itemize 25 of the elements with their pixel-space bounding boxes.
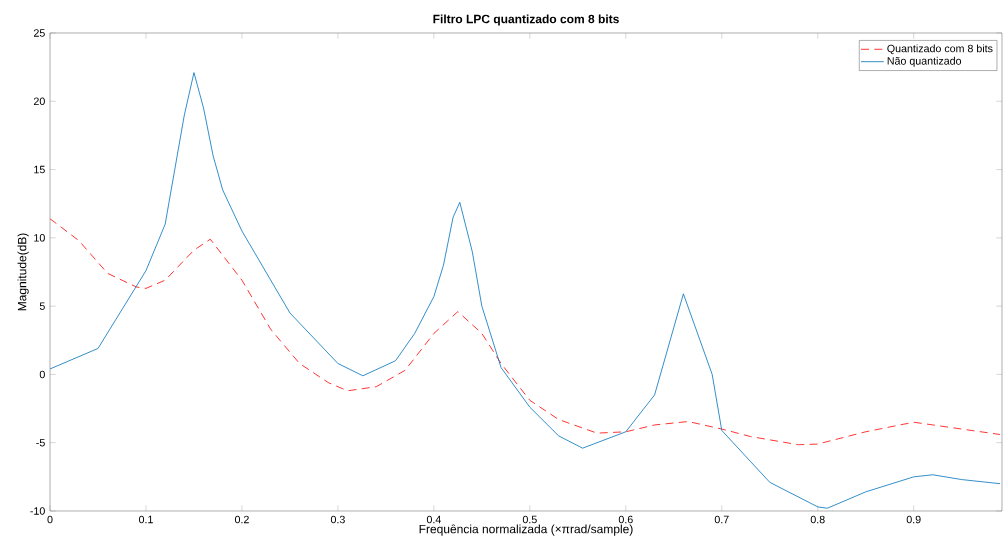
- x-tick-label: 0.1: [138, 515, 153, 524]
- x-tick-label: 0.9: [906, 515, 921, 524]
- x-tick-label: 0.7: [714, 515, 729, 524]
- y-tick-label: 0: [39, 370, 45, 379]
- y-tick-label: 5: [39, 302, 45, 310]
- chart-title: Filtro LPC quantizado com 8 bits: [433, 14, 619, 26]
- x-tick-label: 0.4: [426, 515, 441, 524]
- legend-label: Não quantizado: [887, 56, 962, 67]
- y-tick-label: -5: [36, 438, 45, 447]
- x-axis-title: Frequência normalizada (×πrad/sample): [419, 524, 633, 536]
- line-series: [50, 72, 1001, 509]
- y-axis-title: Magnitude(dB): [17, 233, 29, 311]
- x-tick-label: 0.5: [522, 515, 537, 524]
- x-tick-label: 0: [47, 515, 53, 524]
- x-tick-label: 0.2: [234, 515, 249, 524]
- x-tick-label: 0.3: [330, 515, 345, 524]
- line-series: [50, 218, 1001, 446]
- y-tick-label: -10: [30, 507, 45, 515]
- y-tick-label: 25: [33, 29, 45, 37]
- y-tick-label: 20: [33, 97, 45, 106]
- y-tick-label: 15: [34, 165, 45, 174]
- y-tick-label: 10: [34, 234, 45, 242]
- x-tick-label: 0.6: [618, 515, 633, 524]
- x-tick-label: 0.8: [810, 515, 825, 524]
- legend-label: Quantizado com 8 bits: [887, 44, 993, 55]
